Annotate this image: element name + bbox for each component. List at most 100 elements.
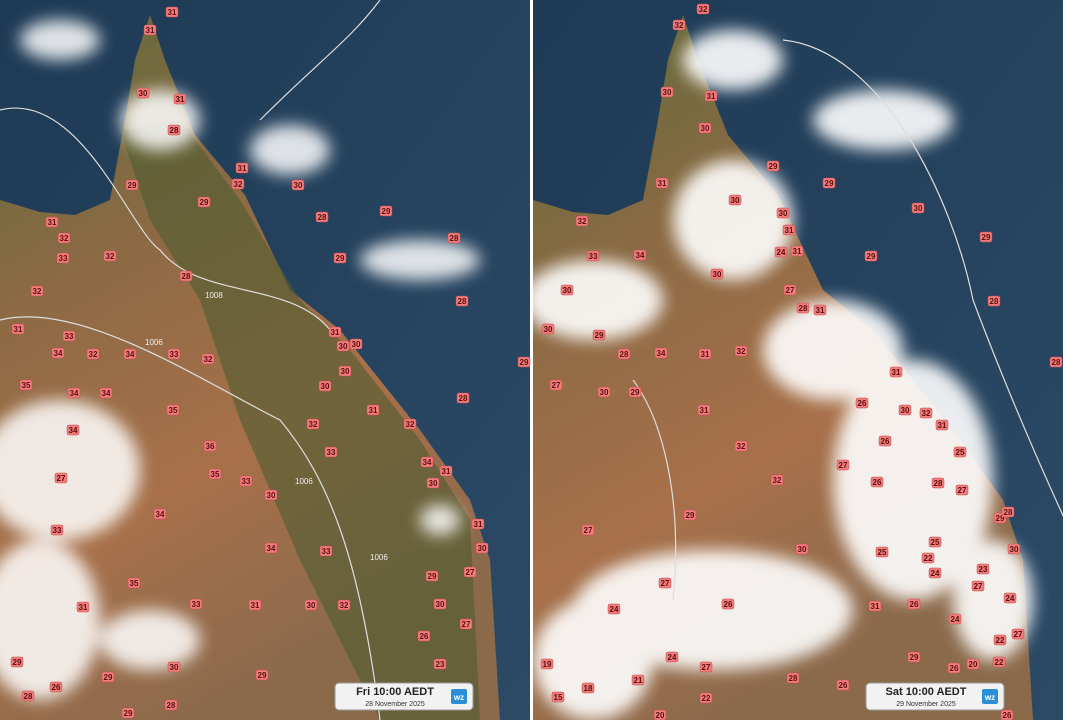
temperature: 30	[779, 209, 788, 218]
marker-bg	[665, 651, 679, 663]
marker-bg	[433, 598, 447, 610]
temperature: 35	[22, 381, 31, 390]
logo-bg	[451, 689, 467, 704]
marker-bg	[99, 387, 113, 399]
temperature-marker: 21	[631, 674, 645, 686]
temperature: 29	[382, 207, 391, 216]
temperature: 29	[910, 653, 919, 662]
temperature-marker: 30	[475, 542, 489, 554]
temperature-marker: 23	[976, 563, 990, 575]
temperature-marker: 24	[665, 651, 679, 663]
marker-bg	[581, 524, 595, 536]
marker-bg	[1007, 543, 1021, 555]
marker-bg	[264, 489, 278, 501]
marker-bg	[197, 196, 211, 208]
temperature-marker: 32	[919, 407, 933, 419]
marker-bg	[698, 122, 712, 134]
temperature: 31	[48, 218, 57, 227]
temperature-marker: 28	[167, 124, 181, 136]
temperature-marker: 28	[786, 672, 800, 684]
temperature-marker: 30	[660, 86, 674, 98]
temperature-marker: 31	[868, 600, 882, 612]
temperature: 26	[910, 600, 919, 609]
temperature-marker: 30	[318, 380, 332, 392]
temperature-marker: 28	[179, 270, 193, 282]
temperature-marker: 22	[992, 656, 1006, 668]
marker-bg	[704, 90, 718, 102]
temperature-marker: 30	[541, 323, 555, 335]
marker-bg	[1003, 592, 1017, 604]
marker-bg	[125, 179, 139, 191]
marker-bg	[165, 6, 179, 18]
temperature: 29	[104, 673, 113, 682]
temperature: 32	[773, 476, 782, 485]
temperature: 30	[436, 600, 445, 609]
temperature-marker: 29	[683, 509, 697, 521]
temperature: 33	[53, 526, 62, 535]
marker-bg	[889, 366, 903, 378]
marker-bg	[127, 577, 141, 589]
temperature-marker: 30	[433, 598, 447, 610]
temperature: 27	[466, 568, 475, 577]
marker-bg	[966, 658, 980, 670]
temperature: 28	[170, 126, 179, 135]
temperature: 31	[251, 601, 260, 610]
marker-bg	[551, 691, 565, 703]
temperature-marker: 32	[103, 250, 117, 262]
temperature: 29	[996, 514, 1005, 523]
temperature: 27	[462, 620, 471, 629]
temperature: 32	[106, 252, 115, 261]
marker-bg	[167, 124, 181, 136]
marker-bg	[433, 658, 447, 670]
temperature: 29	[867, 252, 876, 261]
temperature-marker: 35	[208, 468, 222, 480]
marker-bg	[121, 707, 135, 719]
temperature-marker: 29	[101, 671, 115, 683]
marker-bg	[774, 246, 788, 258]
temperature: 34	[423, 458, 432, 467]
marker-bg	[560, 284, 574, 296]
temperature: 34	[156, 510, 165, 519]
temperature-marker: 29	[10, 656, 24, 668]
marker-bg	[855, 397, 869, 409]
marker-bg	[586, 250, 600, 262]
temperature-marker: 29	[864, 250, 878, 262]
marker-bg	[328, 326, 342, 338]
marker-bg	[239, 475, 253, 487]
temperature: 24	[777, 248, 786, 257]
temperature-marker: 27	[971, 580, 985, 592]
temperature-marker: 32	[734, 440, 748, 452]
temperature-marker: 30	[167, 661, 181, 673]
temperature: 22	[996, 636, 1005, 645]
temperature-marker: 32	[57, 232, 71, 244]
marker-bg	[45, 216, 59, 228]
temperature: 31	[701, 350, 710, 359]
temperature: 31	[938, 421, 947, 430]
temperature-marker: 30	[349, 338, 363, 350]
marker-bg	[248, 599, 262, 611]
temperature: 28	[24, 692, 33, 701]
marker-bg	[167, 661, 181, 673]
marker-bg	[710, 268, 724, 280]
temperature-marker: 26	[721, 598, 735, 610]
temperature: 26	[420, 632, 429, 641]
temperature: 29	[336, 254, 345, 263]
temperature-marker: 33	[56, 252, 70, 264]
marker-bg	[166, 404, 180, 416]
temperature-marker: 31	[45, 216, 59, 228]
temperature: 31	[793, 247, 802, 256]
temperature: 31	[474, 520, 483, 529]
temperature-marker: 30	[795, 543, 809, 555]
temperature-marker: 34	[654, 347, 668, 359]
temperature: 30	[139, 89, 148, 98]
temperature: 32	[675, 21, 684, 30]
marker-bg	[633, 249, 647, 261]
temperature-marker: 22	[699, 692, 713, 704]
marker-bg	[898, 404, 912, 416]
temperature: 29	[631, 388, 640, 397]
marker-bg	[51, 347, 65, 359]
marker-bg	[21, 690, 35, 702]
temperature: 27	[958, 486, 967, 495]
temperature: 32	[406, 420, 415, 429]
marker-bg	[698, 348, 712, 360]
